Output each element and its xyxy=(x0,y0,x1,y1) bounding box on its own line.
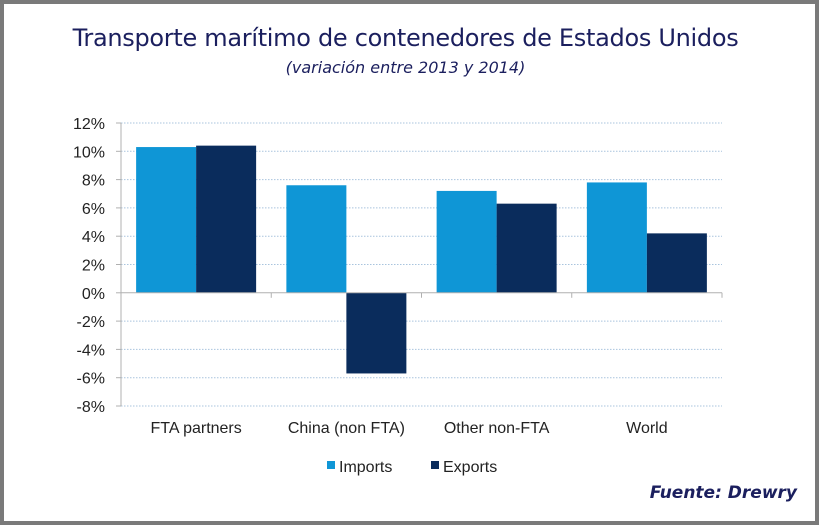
y-tick-label: 12% xyxy=(73,116,105,133)
y-tick-label: 10% xyxy=(73,144,105,161)
y-tick-label: -6% xyxy=(77,371,105,388)
y-tick-label: 8% xyxy=(82,173,105,190)
x-category-label: China (non FTA) xyxy=(288,420,405,437)
y-tick-label: 2% xyxy=(82,258,105,275)
legend-label-exports: Exports xyxy=(443,459,497,476)
x-category-label: Other non-FTA xyxy=(444,420,550,437)
bar-imports-1 xyxy=(286,185,347,293)
y-tick-label: 4% xyxy=(82,229,105,246)
bar-imports-3 xyxy=(586,182,647,293)
legend: Imports Exports xyxy=(327,459,497,476)
axes xyxy=(116,122,723,407)
chart-subtitle: (variación entre 2013 y 2014) xyxy=(285,58,526,77)
bar-exports-0 xyxy=(196,145,257,293)
bars xyxy=(136,145,707,374)
chart-title: Transporte marítimo de contenedores de E… xyxy=(72,24,739,52)
bar-imports-2 xyxy=(436,190,497,293)
y-tick-label: -4% xyxy=(77,342,105,359)
y-tick-label: -8% xyxy=(77,399,105,416)
bar-exports-1 xyxy=(346,292,407,374)
y-tick-labels: 12% 10% 8% 6% 4% 2% 0% -2% -4% -6% -8% xyxy=(73,116,105,416)
bar-exports-2 xyxy=(496,203,557,293)
x-category-label: World xyxy=(626,420,668,437)
bar-exports-3 xyxy=(646,233,707,293)
y-tick-label: 0% xyxy=(82,286,105,303)
x-category-labels: FTA partners China (non FTA) Other non-FTA… xyxy=(150,420,667,437)
legend-label-imports: Imports xyxy=(339,459,392,476)
legend-swatch-imports xyxy=(327,461,335,469)
bar-imports-0 xyxy=(136,147,197,293)
legend-swatch-exports xyxy=(431,461,439,469)
x-category-label: FTA partners xyxy=(150,420,241,437)
y-tick-label: -2% xyxy=(77,314,105,331)
y-tick-label: 6% xyxy=(82,201,105,218)
chart-source: Fuente: Drewry xyxy=(649,483,797,503)
